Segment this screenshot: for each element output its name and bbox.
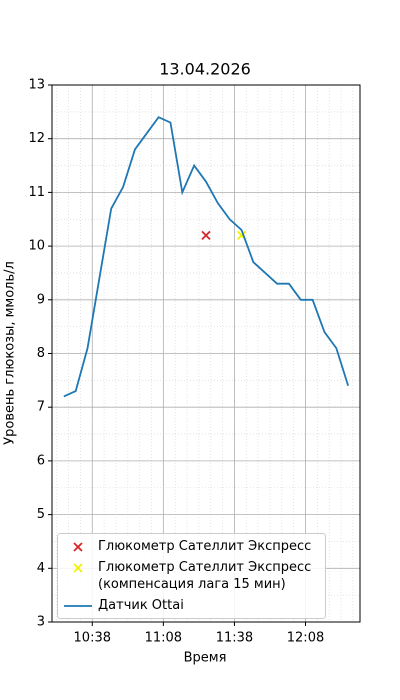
y-tick-label: 13 bbox=[28, 78, 45, 93]
legend-label: Глюкометр Сателлит Экспресс (компенсация… bbox=[98, 560, 312, 592]
legend-symbol bbox=[58, 559, 98, 576]
data-point bbox=[201, 230, 211, 240]
legend-symbol bbox=[58, 538, 98, 555]
x-tick-label: 11:38 bbox=[216, 631, 253, 646]
legend: Глюкометр Сателлит Экспресс Глюкометр Сат… bbox=[57, 533, 326, 619]
y-tick-label: 6 bbox=[37, 453, 45, 468]
legend-item: Глюкометр Сателлит Экспресс bbox=[58, 536, 325, 557]
legend-label: Датчик Ottai bbox=[98, 598, 184, 613]
x-axis-label: Время bbox=[184, 651, 227, 666]
y-tick-label: 10 bbox=[28, 239, 45, 254]
x-tick-label: 11:08 bbox=[145, 631, 182, 646]
legend-label: Глюкометр Сателлит Экспресс bbox=[98, 539, 312, 554]
y-tick-label: 12 bbox=[28, 131, 45, 146]
chart-title: 13.04.2026 bbox=[159, 60, 251, 79]
data-line bbox=[63, 116, 350, 398]
y-tick-label: 4 bbox=[37, 561, 45, 576]
y-tick-label: 3 bbox=[37, 615, 45, 630]
y-tick-label: 9 bbox=[37, 292, 45, 307]
legend-item: Глюкометр Сателлит Экспресс (компенсация… bbox=[58, 557, 325, 595]
marks bbox=[63, 116, 350, 398]
x-tick-label: 12:08 bbox=[287, 631, 324, 646]
legend-item: Датчик Ottai bbox=[58, 595, 325, 616]
plot-frame bbox=[51, 84, 361, 623]
y-tick-label: 5 bbox=[37, 507, 45, 522]
x-tick-label: 10:38 bbox=[74, 631, 111, 646]
legend-symbol bbox=[58, 597, 98, 614]
y-tick-label: 11 bbox=[28, 185, 45, 200]
y-axis-label: Уровень глюкозы, ммоль/л bbox=[3, 261, 18, 445]
y-tick-label: 8 bbox=[37, 346, 45, 361]
y-tick-label: 7 bbox=[37, 400, 45, 415]
